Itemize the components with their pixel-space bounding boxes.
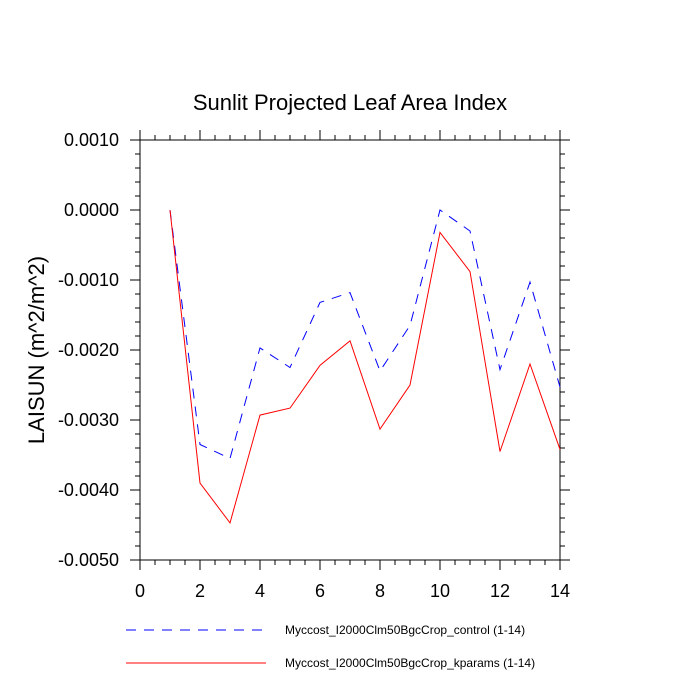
x-tick-label: 12: [490, 581, 510, 601]
series-line-2: [169, 209, 561, 525]
y-tick-label: -0.0010: [58, 270, 119, 290]
y-axis-label: LAISUN (m^2/m^2): [24, 256, 49, 444]
axis-ticks: 0 2 4 6 8 10 12 14 0.0010 0.0000 -0.0010 -0.0020 -0.…: [58, 130, 570, 601]
y-tick-label: 0.0010: [64, 130, 119, 150]
series-lines: [169, 209, 561, 525]
legend-label-2: Myccost_I2000Clm50BgcCrop_kparams (1-14): [285, 656, 535, 670]
y-tick-label: -0.0030: [58, 410, 119, 430]
x-tick-label: 6: [315, 581, 325, 601]
x-tick-label: 10: [430, 581, 450, 601]
y-tick-label: -0.0050: [58, 550, 119, 570]
x-tick-label: 14: [550, 581, 570, 601]
y-tick-label: -0.0020: [58, 340, 119, 360]
x-tick-label: 8: [375, 581, 385, 601]
x-tick-label: 0: [135, 581, 145, 601]
series-line-1: [169, 209, 561, 460]
x-tick-label: 4: [255, 581, 265, 601]
y-tick-label: -0.0040: [58, 480, 119, 500]
legend: Myccost_I2000Clm50BgcCrop_control (1-14)…: [126, 623, 535, 670]
plot-frame: [139, 139, 561, 561]
legend-label-1: Myccost_I2000Clm50BgcCrop_control (1-14): [285, 623, 525, 637]
chart-title: Sunlit Projected Leaf Area Index: [193, 90, 507, 115]
x-tick-label: 2: [195, 581, 205, 601]
y-tick-label: 0.0000: [64, 200, 119, 220]
